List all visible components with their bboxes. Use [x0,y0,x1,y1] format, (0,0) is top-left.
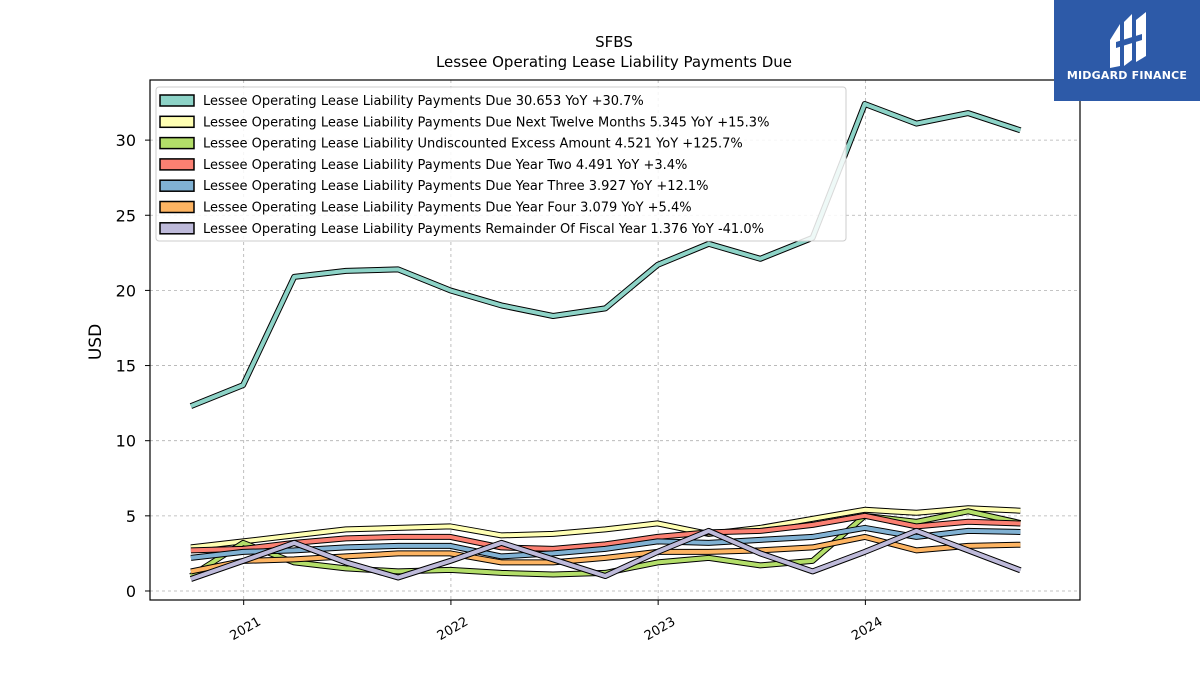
logo-text: MIDGARD FINANCE [1066,69,1188,82]
legend-swatch [159,115,195,129]
legend-entry: Lessee Operating Lease Liability Payment… [203,222,764,237]
legend-swatch [159,222,195,235]
y-tick-label: 25 [116,206,136,225]
series-0-line [190,102,1022,408]
midgard-logo-icon [1110,12,1146,68]
x-tick-label: 2024 [849,614,885,644]
legend-swatch [159,94,195,107]
y-tick-label: 0 [126,582,136,601]
legend-swatch [159,200,195,214]
legend-entry: Lessee Operating Lease Liability Payment… [203,158,687,173]
legend-entry: Lessee Operating Lease Liability Payment… [203,94,644,109]
x-tick-label: 2022 [435,614,471,644]
x-tick-label: 2023 [642,614,678,644]
legend: Lessee Operating Lease Liability Payment… [155,86,847,242]
y-tick-label: 5 [126,507,136,526]
y-axis-label: USD [86,324,106,360]
legend-swatch [159,179,195,192]
series-1-line [190,506,1021,550]
legend-swatch [159,158,195,171]
chart-subtitle: Lessee Operating Lease Liability Payment… [436,53,792,71]
legend-entry: Lessee Operating Lease Liability Undisco… [203,137,743,152]
plot-frame [149,79,1081,601]
x-tick-label: 2021 [228,614,264,644]
series-3-line [190,513,1021,553]
legend-entry: Lessee Operating Lease Liability Payment… [203,115,769,130]
legend-box [155,86,847,242]
y-tick-label: 10 [116,432,136,451]
logo: MIDGARD FINANCE [1054,0,1200,101]
y-tick-label: 20 [116,281,136,300]
legend-swatch [159,136,195,150]
legend-entry: Lessee Operating Lease Liability Payment… [203,201,692,216]
series-6-line [190,528,1022,581]
series-4-line [190,525,1021,560]
legend-entry: Lessee Operating Lease Liability Payment… [203,179,709,194]
chart-title: SFBS [595,33,633,51]
y-tick-label: 30 [116,131,136,150]
y-tick-label: 15 [116,357,136,376]
series-layer [189,101,1022,582]
